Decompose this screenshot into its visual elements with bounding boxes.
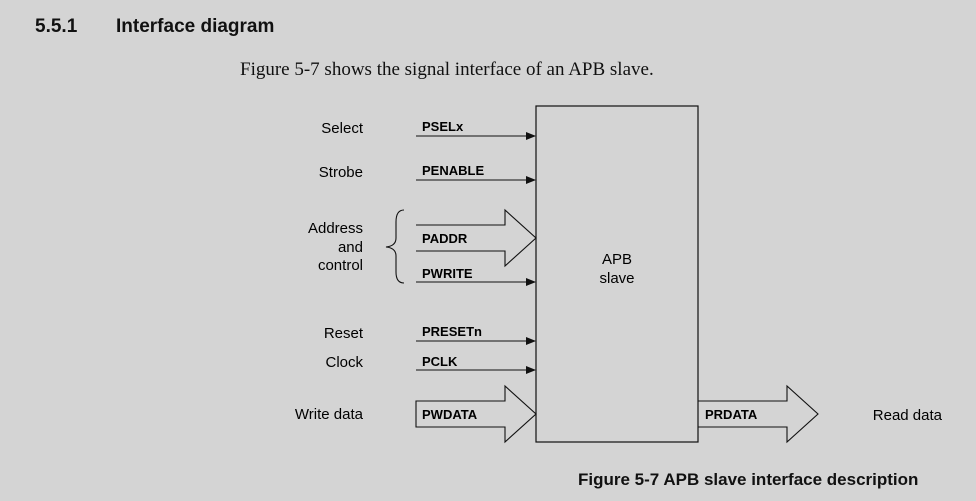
- pwdata-bus-arrow: [415, 384, 537, 444]
- intro-paragraph: Figure 5-7 shows the signal interface of…: [240, 59, 654, 80]
- prdata-bus-arrow: [698, 384, 819, 444]
- signal-pclk: PCLK: [422, 354, 458, 369]
- figure-caption: Figure 5-7 APB slave interface descripti…: [578, 470, 919, 489]
- signal-paddr: PADDR: [422, 231, 468, 246]
- label-address: Address: [308, 220, 363, 237]
- signal-presetn: PRESETn: [422, 324, 482, 339]
- signal-penable: PENABLE: [422, 163, 484, 178]
- section-title: Interface diagram: [116, 16, 275, 37]
- label-select: Select: [321, 120, 364, 137]
- signal-prdata: PRDATA: [705, 407, 758, 422]
- signal-pwrite: PWRITE: [422, 266, 473, 281]
- signal-pwdata: PWDATA: [422, 407, 478, 422]
- label-and: and: [338, 239, 363, 256]
- block-label-apb: APB: [602, 251, 632, 268]
- label-read-data: Read data: [873, 407, 943, 424]
- address-control-brace: [385, 209, 405, 284]
- label-strobe: Strobe: [319, 164, 363, 181]
- label-control: control: [318, 257, 363, 274]
- label-write-data: Write data: [295, 406, 364, 423]
- label-reset: Reset: [324, 325, 364, 342]
- apb-slave-block: [535, 105, 699, 443]
- block-label-slave: slave: [599, 270, 634, 287]
- section-number: 5.5.1: [35, 16, 78, 37]
- label-clock: Clock: [325, 354, 363, 371]
- signal-psel: PSELx: [422, 119, 464, 134]
- paddr-bus-arrow: [416, 208, 537, 268]
